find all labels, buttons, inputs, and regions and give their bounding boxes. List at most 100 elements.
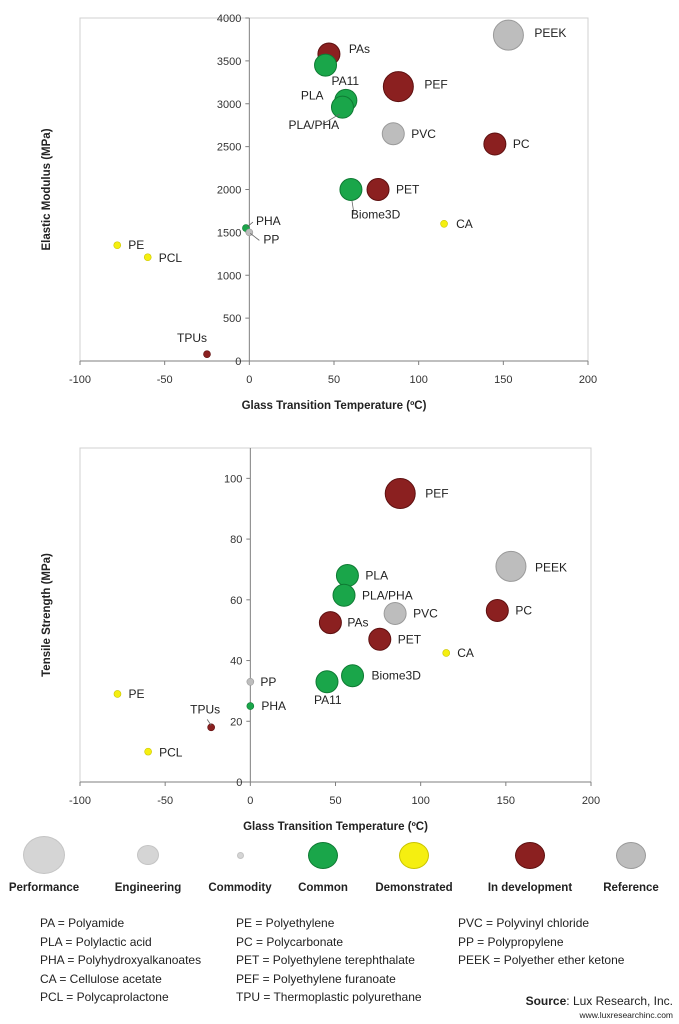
legend-item-commodity: Commodity bbox=[175, 832, 305, 894]
leader-line-pha bbox=[246, 221, 254, 228]
point-label-pha: PHA bbox=[261, 699, 286, 713]
point-label-biome3d: Biome3D bbox=[372, 669, 422, 683]
marker-pet bbox=[368, 627, 392, 651]
x-axis-title: Glass Transition Temperature (ºC) bbox=[242, 400, 427, 412]
point-label-pvc: PVC bbox=[411, 127, 436, 141]
point-label-ca: CA bbox=[457, 646, 474, 660]
legend-marker-reference bbox=[616, 841, 646, 869]
x-tick-label: 150 bbox=[494, 374, 512, 386]
data-point-pc: PC bbox=[483, 132, 530, 156]
point-label-pef: PEF bbox=[425, 487, 448, 501]
marker-peek bbox=[495, 550, 527, 582]
y-tick-label: 500 bbox=[223, 313, 241, 325]
point-label-pp: PP bbox=[263, 232, 279, 246]
y-tick-label: 1000 bbox=[217, 270, 241, 282]
y-tick-label: 60 bbox=[230, 595, 242, 607]
data-point-pe: PE bbox=[113, 687, 144, 701]
x-tick-label: 200 bbox=[582, 795, 600, 807]
data-point-pef: PEF bbox=[384, 478, 449, 510]
data-point-peek: PEEK bbox=[492, 19, 566, 51]
data-point-pha: PHA bbox=[242, 214, 281, 232]
abbreviation: PEF = Polyethylene furanoate bbox=[236, 971, 396, 986]
marker-pef bbox=[384, 478, 416, 510]
source-credit: Source: Lux Research, Inc. www.luxresear… bbox=[526, 994, 673, 1020]
legend-label-demonstrated: Demonstrated bbox=[375, 882, 453, 894]
point-label-pa11: PA11 bbox=[332, 74, 360, 88]
point-label-pe: PE bbox=[128, 687, 144, 701]
data-point-pc: PC bbox=[485, 598, 532, 622]
abbreviation: TPU = Thermoplastic polyurethane bbox=[236, 990, 422, 1005]
point-label-pa11: PA11 bbox=[314, 693, 342, 707]
data-point-pet: PET bbox=[368, 627, 422, 651]
legend-label-performance: Performance bbox=[8, 882, 80, 894]
y-tick-label: 100 bbox=[224, 473, 242, 485]
legend-item-performance: Performance bbox=[0, 832, 109, 894]
abbreviation: PC = Polycarbonate bbox=[236, 934, 344, 949]
legend-marker-common bbox=[308, 841, 338, 869]
y-axis-title: Tensile Strength (MPa) bbox=[41, 553, 53, 677]
legend-label-common: Common bbox=[298, 882, 348, 894]
x-tick-label: -100 bbox=[69, 374, 91, 386]
point-label-pcl: PCL bbox=[159, 251, 183, 265]
data-point-peek: PEEK bbox=[495, 550, 567, 582]
marker-tpus bbox=[207, 723, 215, 732]
point-label-peek: PEEK bbox=[534, 26, 566, 40]
data-point-pef: PEF bbox=[382, 71, 448, 103]
x-tick-label: 200 bbox=[579, 374, 597, 386]
data-point-pp: PP bbox=[245, 228, 279, 246]
marker-pla-pha bbox=[332, 583, 356, 607]
data-point-pla: PLA bbox=[335, 564, 388, 588]
y-tick-label: 2500 bbox=[217, 142, 241, 154]
data-point-pcl: PCL bbox=[144, 746, 183, 760]
point-label-pet: PET bbox=[398, 632, 422, 646]
data-point-pla-pha: PLA/PHA bbox=[288, 95, 354, 132]
x-tick-label: 100 bbox=[411, 795, 429, 807]
tensile-strength-chart: -100 -50 0 50 100 150 200 0 20 40 60 80 100 Glass Tra… bbox=[41, 447, 600, 833]
legend-marker-in-development bbox=[515, 841, 545, 869]
point-label-pc: PC bbox=[515, 603, 532, 617]
legend-item-engineering: Engineering bbox=[83, 832, 213, 894]
x-tick-label: -50 bbox=[157, 795, 173, 807]
marker-pvc bbox=[383, 601, 407, 625]
y-tick-label: 0 bbox=[235, 356, 241, 368]
abbreviation: CA = Cellulose acetate bbox=[40, 971, 162, 986]
point-label-pla-pha: PLA/PHA bbox=[362, 588, 413, 602]
marker-pc bbox=[485, 598, 509, 622]
y-tick-label: 3000 bbox=[217, 99, 241, 111]
abbreviation: PHA = Polyhydroxyalkanoates bbox=[40, 953, 202, 968]
legend-label-reference: Reference bbox=[603, 882, 659, 894]
elastic-modulus-chart: -100 -50 0 50 100 150 200050010001500200025003… bbox=[41, 13, 597, 412]
legend-item-common: Common bbox=[258, 832, 388, 894]
point-label-pla: PLA bbox=[365, 569, 388, 583]
x-tick-label: 50 bbox=[329, 795, 341, 807]
point-label-biome3d: Biome3D bbox=[351, 208, 401, 222]
point-label-pc: PC bbox=[513, 137, 530, 151]
x-tick-label: 100 bbox=[409, 374, 427, 386]
marker-pa11 bbox=[314, 53, 338, 77]
data-point-pvc: PVC bbox=[381, 122, 436, 146]
data-point-biome3d: Biome3D bbox=[339, 178, 401, 222]
legend-marker-commodity bbox=[236, 851, 244, 859]
point-label-pla: PLA bbox=[301, 88, 324, 102]
legend-item-in-development: In development bbox=[465, 832, 595, 894]
leader-line-tpus bbox=[206, 719, 212, 726]
legend-label-commodity: Commodity bbox=[208, 882, 272, 894]
x-axis-title: Glass Transition Temperature (ºC) bbox=[243, 821, 428, 833]
marker-tpus bbox=[203, 350, 211, 358]
point-label-pe: PE bbox=[128, 238, 144, 252]
data-point-pa11: PA11 bbox=[314, 53, 360, 88]
marker-peek bbox=[492, 19, 524, 51]
point-label-peek: PEEK bbox=[535, 560, 567, 574]
abbreviation: PLA = Polylactic acid bbox=[40, 934, 152, 949]
data-point-pas: PAs bbox=[318, 611, 369, 635]
data-point-pla-pha: PLA/PHA bbox=[332, 583, 413, 607]
legend-marker-demonstrated bbox=[399, 841, 429, 869]
marker-pe bbox=[113, 690, 122, 698]
y-tick-label: 0 bbox=[236, 777, 242, 789]
abbreviations-column-3: PVC = Polyvinyl chloride PP = Polypropyl… bbox=[458, 914, 624, 970]
abbreviations-column-1: PA = Polyamide PLA = Polylactic acid PHA… bbox=[40, 914, 201, 1007]
abbreviations-column-2: PE = Polyethylene PC = Polycarbonate PET… bbox=[236, 914, 422, 1007]
source-label: Source bbox=[525, 994, 567, 1008]
legend-item-demonstrated: Demonstrated bbox=[349, 832, 479, 894]
data-point-pha: PHA bbox=[246, 699, 286, 713]
